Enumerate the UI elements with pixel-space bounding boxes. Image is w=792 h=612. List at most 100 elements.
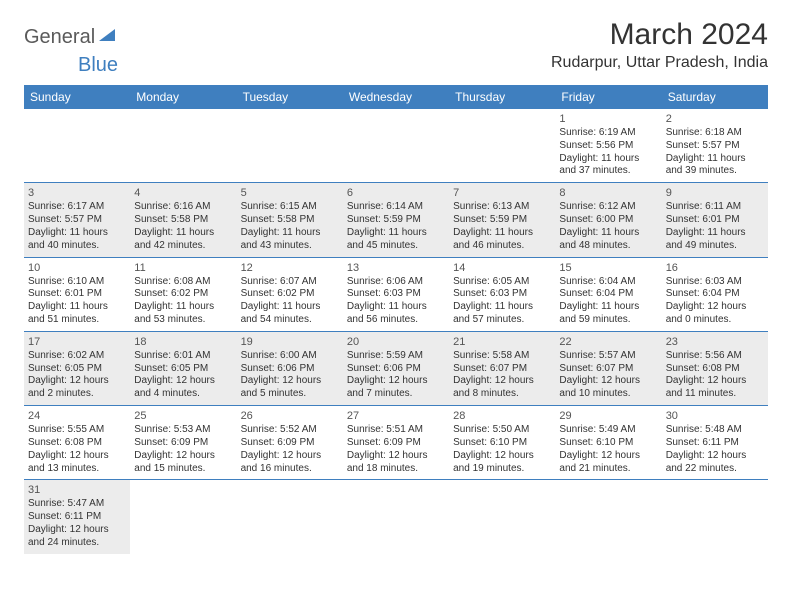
sunset-text: Sunset: 6:07 PM [559, 363, 657, 376]
day-number: 3 [28, 186, 126, 200]
day-cell: 8Sunrise: 6:12 AMSunset: 6:00 PMDaylight… [555, 183, 661, 256]
day-cell [237, 480, 343, 553]
day-cell [130, 480, 236, 553]
weekday-label: Monday [130, 85, 236, 109]
sunrise-text: Sunrise: 6:15 AM [241, 201, 339, 214]
day-number: 20 [347, 335, 445, 349]
sunrise-text: Sunrise: 6:08 AM [134, 276, 232, 289]
day-cell [130, 109, 236, 182]
daylight-text: Daylight: 12 hours and 2 minutes. [28, 375, 126, 401]
sunset-text: Sunset: 6:02 PM [241, 288, 339, 301]
sunrise-text: Sunrise: 5:50 AM [453, 424, 551, 437]
sunrise-text: Sunrise: 6:00 AM [241, 350, 339, 363]
sunset-text: Sunset: 6:11 PM [666, 437, 764, 450]
day-cell: 29Sunrise: 5:49 AMSunset: 6:10 PMDayligh… [555, 406, 661, 479]
daylight-text: Daylight: 12 hours and 11 minutes. [666, 375, 764, 401]
sunset-text: Sunset: 6:02 PM [134, 288, 232, 301]
day-number: 29 [559, 409, 657, 423]
day-number: 13 [347, 261, 445, 275]
daylight-text: Daylight: 11 hours and 43 minutes. [241, 227, 339, 253]
sunset-text: Sunset: 5:58 PM [134, 214, 232, 227]
daylight-text: Daylight: 12 hours and 4 minutes. [134, 375, 232, 401]
weekday-label: Thursday [449, 85, 555, 109]
day-number: 8 [559, 186, 657, 200]
week-row: 3Sunrise: 6:17 AMSunset: 5:57 PMDaylight… [24, 183, 768, 257]
day-cell: 10Sunrise: 6:10 AMSunset: 6:01 PMDayligh… [24, 258, 130, 331]
sunset-text: Sunset: 5:59 PM [347, 214, 445, 227]
day-cell: 31Sunrise: 5:47 AMSunset: 6:11 PMDayligh… [24, 480, 130, 553]
day-cell [24, 109, 130, 182]
sunrise-text: Sunrise: 6:16 AM [134, 201, 232, 214]
day-cell: 5Sunrise: 6:15 AMSunset: 5:58 PMDaylight… [237, 183, 343, 256]
month-title: March 2024 [551, 18, 768, 52]
sunrise-text: Sunrise: 5:51 AM [347, 424, 445, 437]
logo-sail-icon [97, 26, 117, 49]
sunrise-text: Sunrise: 6:01 AM [134, 350, 232, 363]
sunrise-text: Sunrise: 6:19 AM [559, 127, 657, 140]
daylight-text: Daylight: 11 hours and 53 minutes. [134, 301, 232, 327]
sunset-text: Sunset: 6:03 PM [347, 288, 445, 301]
sunrise-text: Sunrise: 6:03 AM [666, 276, 764, 289]
sunset-text: Sunset: 6:08 PM [666, 363, 764, 376]
day-number: 4 [134, 186, 232, 200]
weekday-header: SundayMondayTuesdayWednesdayThursdayFrid… [24, 85, 768, 109]
sunset-text: Sunset: 6:06 PM [347, 363, 445, 376]
daylight-text: Daylight: 12 hours and 16 minutes. [241, 450, 339, 476]
daylight-text: Daylight: 11 hours and 46 minutes. [453, 227, 551, 253]
daylight-text: Daylight: 11 hours and 37 minutes. [559, 153, 657, 179]
day-cell: 6Sunrise: 6:14 AMSunset: 5:59 PMDaylight… [343, 183, 449, 256]
sunset-text: Sunset: 6:03 PM [453, 288, 551, 301]
day-cell: 25Sunrise: 5:53 AMSunset: 6:09 PMDayligh… [130, 406, 236, 479]
sunrise-text: Sunrise: 5:49 AM [559, 424, 657, 437]
sunrise-text: Sunrise: 6:11 AM [666, 201, 764, 214]
sunset-text: Sunset: 6:04 PM [666, 288, 764, 301]
day-cell: 24Sunrise: 5:55 AMSunset: 6:08 PMDayligh… [24, 406, 130, 479]
week-row: 31Sunrise: 5:47 AMSunset: 6:11 PMDayligh… [24, 480, 768, 553]
day-cell: 1Sunrise: 6:19 AMSunset: 5:56 PMDaylight… [555, 109, 661, 182]
sunrise-text: Sunrise: 5:57 AM [559, 350, 657, 363]
daylight-text: Daylight: 11 hours and 48 minutes. [559, 227, 657, 253]
day-cell [555, 480, 661, 553]
day-number: 10 [28, 261, 126, 275]
sunset-text: Sunset: 6:06 PM [241, 363, 339, 376]
day-number: 11 [134, 261, 232, 275]
daylight-text: Daylight: 12 hours and 24 minutes. [28, 524, 126, 550]
sunset-text: Sunset: 5:56 PM [559, 140, 657, 153]
sunrise-text: Sunrise: 5:53 AM [134, 424, 232, 437]
daylight-text: Daylight: 12 hours and 19 minutes. [453, 450, 551, 476]
day-number: 25 [134, 409, 232, 423]
sunrise-text: Sunrise: 6:06 AM [347, 276, 445, 289]
weekday-label: Saturday [662, 85, 768, 109]
weekday-label: Tuesday [237, 85, 343, 109]
day-number: 18 [134, 335, 232, 349]
logo: General [24, 18, 119, 49]
daylight-text: Daylight: 11 hours and 45 minutes. [347, 227, 445, 253]
day-cell: 17Sunrise: 6:02 AMSunset: 6:05 PMDayligh… [24, 332, 130, 405]
sunset-text: Sunset: 5:57 PM [666, 140, 764, 153]
daylight-text: Daylight: 11 hours and 59 minutes. [559, 301, 657, 327]
day-cell [343, 480, 449, 553]
sunrise-text: Sunrise: 6:10 AM [28, 276, 126, 289]
sunset-text: Sunset: 5:57 PM [28, 214, 126, 227]
day-cell: 20Sunrise: 5:59 AMSunset: 6:06 PMDayligh… [343, 332, 449, 405]
sunrise-text: Sunrise: 6:13 AM [453, 201, 551, 214]
day-cell: 27Sunrise: 5:51 AMSunset: 6:09 PMDayligh… [343, 406, 449, 479]
daylight-text: Daylight: 11 hours and 57 minutes. [453, 301, 551, 327]
sunset-text: Sunset: 6:01 PM [28, 288, 126, 301]
sunset-text: Sunset: 6:09 PM [134, 437, 232, 450]
day-cell: 23Sunrise: 5:56 AMSunset: 6:08 PMDayligh… [662, 332, 768, 405]
sunset-text: Sunset: 6:10 PM [559, 437, 657, 450]
daylight-text: Daylight: 12 hours and 0 minutes. [666, 301, 764, 327]
day-number: 26 [241, 409, 339, 423]
sunrise-text: Sunrise: 5:52 AM [241, 424, 339, 437]
daylight-text: Daylight: 12 hours and 21 minutes. [559, 450, 657, 476]
day-number: 31 [28, 483, 126, 497]
day-cell: 2Sunrise: 6:18 AMSunset: 5:57 PMDaylight… [662, 109, 768, 182]
sunrise-text: Sunrise: 6:02 AM [28, 350, 126, 363]
day-cell [449, 109, 555, 182]
day-number: 9 [666, 186, 764, 200]
daylight-text: Daylight: 11 hours and 42 minutes. [134, 227, 232, 253]
day-number: 17 [28, 335, 126, 349]
sunrise-text: Sunrise: 6:14 AM [347, 201, 445, 214]
day-cell [237, 109, 343, 182]
